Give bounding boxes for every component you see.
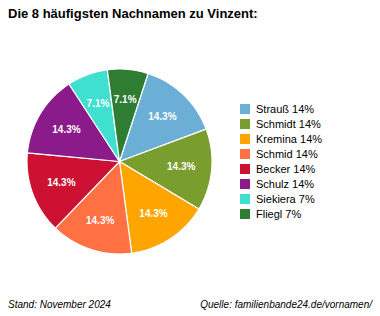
html-text:Stand: November 2024: Stand: November 2024 — [8, 299, 111, 310]
svg-text:14.3%: 14.3% — [148, 111, 176, 122]
svg-text:14.3%: 14.3% — [86, 215, 114, 226]
html-text:Strauß 14%: Strauß 14% — [256, 102, 315, 115]
html-text:Kremina 14%: Kremina 14% — [256, 132, 322, 145]
html-text:Becker 14%: Becker 14% — [256, 162, 316, 175]
html-text:Schmid 14%: Schmid 14% — [256, 147, 318, 160]
svg-text:14.3%: 14.3% — [47, 177, 75, 188]
html-text:Fliegl 7%: Fliegl 7% — [256, 207, 302, 220]
svg-text:14.3%: 14.3% — [139, 207, 167, 218]
svg-text:7.1%: 7.1% — [87, 98, 110, 109]
html-text:Schmidt 14%: Schmidt 14% — [256, 117, 321, 130]
html-text:Quelle: familienbande24.de/vor: Quelle: familienbande24.de/vornamen/ — [200, 299, 372, 310]
html-text:Die 8 häufigsten Nachnamen zu: Die 8 häufigsten Nachnamen zu Vinzent: — [8, 6, 258, 21]
svg-text:14.3%: 14.3% — [52, 124, 80, 135]
svg-text:7.1%: 7.1% — [114, 94, 137, 105]
svg-text:14.3%: 14.3% — [167, 161, 195, 172]
html-text:Schulz 14%: Schulz 14% — [256, 177, 315, 190]
html-text:Siekiera 7%: Siekiera 7% — [256, 192, 315, 205]
